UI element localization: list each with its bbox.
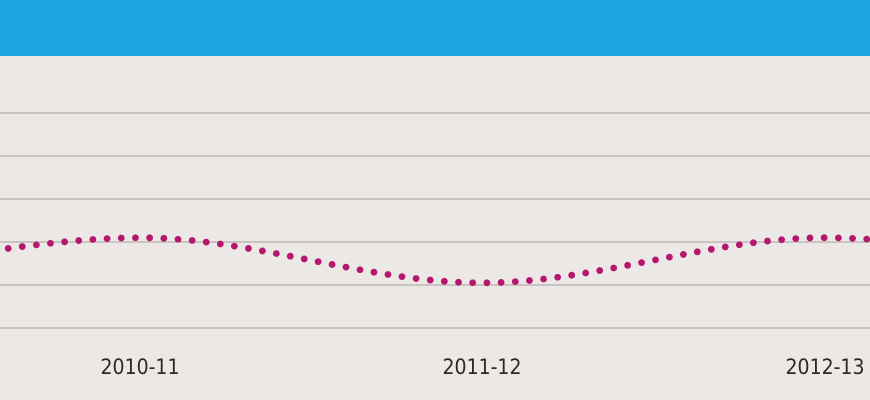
series-dot xyxy=(483,279,491,287)
series-dot xyxy=(540,275,547,283)
series-dot xyxy=(202,238,210,246)
series-dot xyxy=(356,266,364,274)
x-tick-label: 2012-13 xyxy=(786,355,865,379)
series-dot xyxy=(216,240,224,248)
series-dot xyxy=(735,241,743,249)
series-dot xyxy=(455,278,462,286)
series-dot xyxy=(749,239,757,247)
x-tick-label: 2011-12 xyxy=(443,355,522,379)
series-dot xyxy=(707,245,715,253)
series-dot xyxy=(652,256,659,264)
x-axis-ticks: 2010-11 2011-12 2012-13 xyxy=(101,355,865,379)
series-dot xyxy=(160,234,168,242)
gridlines xyxy=(0,112,870,329)
series-dot xyxy=(4,245,12,252)
series-dot xyxy=(440,277,448,285)
series-dot xyxy=(820,234,828,242)
series-dot xyxy=(792,235,800,243)
series-dot xyxy=(526,277,533,284)
series-dot xyxy=(693,248,701,256)
series-dot xyxy=(426,276,434,284)
series-dot xyxy=(582,269,590,277)
series-dot xyxy=(568,271,576,279)
series-dot xyxy=(834,234,842,242)
series-dot xyxy=(61,238,68,246)
series-dot xyxy=(174,235,182,243)
series-dot xyxy=(314,258,322,266)
series-dot xyxy=(272,250,280,257)
series-dot xyxy=(103,235,111,243)
series-dot xyxy=(117,234,125,242)
series-dot xyxy=(384,271,392,278)
x-tick-label: 2010-11 xyxy=(101,355,180,379)
series-dot xyxy=(638,259,645,267)
header-bar xyxy=(0,0,870,56)
series-dot xyxy=(596,267,604,274)
series-dot xyxy=(32,241,40,249)
series-dot xyxy=(679,251,687,258)
series-dot xyxy=(300,255,308,263)
series-dot xyxy=(342,263,350,271)
series-dot xyxy=(328,261,336,268)
series-dot xyxy=(188,237,196,244)
series-dot xyxy=(47,239,54,247)
series-dot xyxy=(412,275,420,282)
series-dot xyxy=(75,237,83,244)
series-dot xyxy=(286,252,294,260)
series-dot xyxy=(554,273,562,281)
series-dot xyxy=(497,279,505,286)
series-line xyxy=(4,234,870,287)
series-dot xyxy=(764,237,771,245)
series-dot xyxy=(89,236,97,243)
series-dot xyxy=(666,253,673,261)
series-dot xyxy=(398,273,406,281)
series-dot xyxy=(610,264,618,272)
series-dot xyxy=(18,243,26,250)
series-dot xyxy=(624,261,632,269)
series-dot xyxy=(370,268,378,276)
series-dot xyxy=(721,243,729,251)
series-dot xyxy=(146,234,154,242)
series-dot xyxy=(806,234,814,242)
series-dot xyxy=(132,234,139,242)
series-dot xyxy=(511,278,519,286)
series-dot xyxy=(863,235,870,243)
series-dot xyxy=(258,247,266,255)
series-dot xyxy=(244,245,252,252)
series-dot xyxy=(778,236,786,244)
series-dot xyxy=(849,234,856,242)
series-dot xyxy=(469,279,477,287)
series-dot xyxy=(230,242,238,250)
